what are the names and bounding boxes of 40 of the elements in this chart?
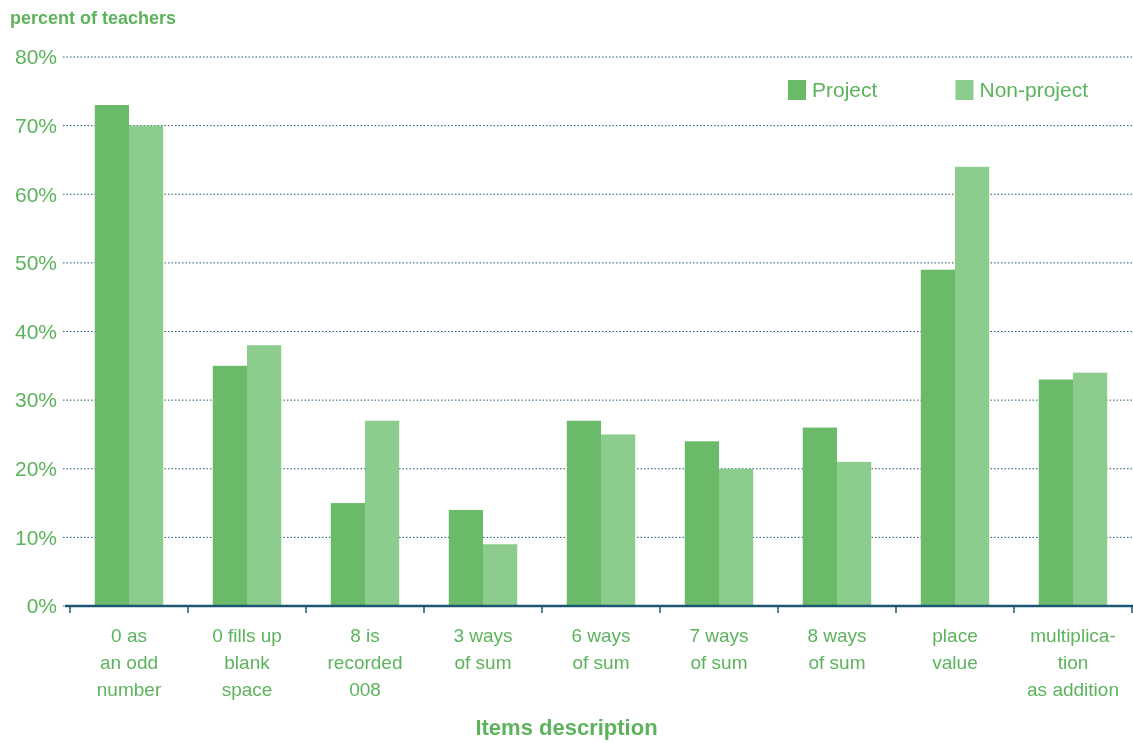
legend-label: Non-project <box>979 78 1089 102</box>
y-tick-label: 20% <box>14 457 57 481</box>
y-tick-label: 50% <box>14 251 57 275</box>
bar <box>247 345 282 606</box>
bar <box>802 427 837 606</box>
x-tick-label: 7 ways of sum <box>689 625 749 673</box>
y-tick-label: 0% <box>26 594 57 618</box>
x-tick-label: 6 ways of sum <box>571 625 631 673</box>
bar <box>94 105 129 606</box>
x-tick-label: 8 is recorded 008 <box>327 625 403 700</box>
bar <box>837 461 872 606</box>
bar <box>483 544 518 606</box>
x-tick-label: 3 ways of sum <box>453 625 513 673</box>
x-tick-label: 0 as an odd number <box>96 625 162 700</box>
bar <box>129 125 164 606</box>
x-axis-title: Items description <box>475 715 658 740</box>
x-tick-label: 0 fills up blank space <box>212 625 282 700</box>
bar <box>684 441 719 606</box>
bar <box>1038 379 1073 606</box>
bar <box>212 365 247 606</box>
bar <box>719 468 754 606</box>
x-tick-label: 8 ways of sum <box>807 625 867 673</box>
bar <box>365 420 400 606</box>
y-tick-label: 40% <box>14 319 57 343</box>
bar <box>601 434 636 606</box>
y-tick-label: 10% <box>14 525 57 549</box>
y-axis-title: percent of teachers <box>10 8 177 28</box>
x-tick-label: place value <box>932 625 978 673</box>
legend-label: Project <box>812 78 878 102</box>
bar <box>448 509 483 606</box>
bar <box>1073 372 1108 606</box>
bar <box>330 503 365 606</box>
bar <box>955 166 990 606</box>
y-tick-label: 30% <box>14 388 57 412</box>
y-tick-label: 60% <box>14 182 57 206</box>
bar <box>920 269 955 606</box>
y-tick-label: 70% <box>14 113 57 137</box>
bar <box>566 420 601 606</box>
y-tick-label: 80% <box>14 45 57 69</box>
x-tick-label: multiplica- tion as addition <box>1027 625 1119 700</box>
